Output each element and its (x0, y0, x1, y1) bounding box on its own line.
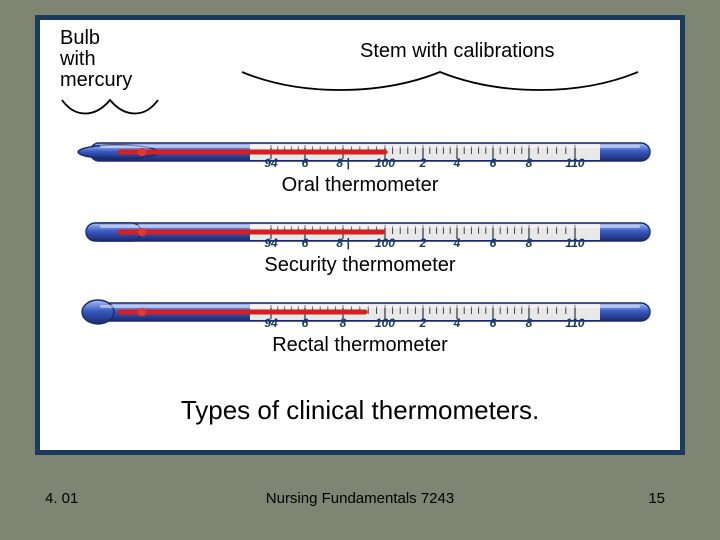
slide-inner: Bulbwithmercury Stem with calibrations O… (40, 20, 680, 450)
scale-tick-label: 100 (375, 156, 395, 170)
scale-tick-label: 8 (526, 156, 533, 170)
scale-tick-label: 8 (526, 236, 533, 250)
security-label-text: Security thermometer (264, 254, 455, 276)
thermo-oral-row: Oral thermometer 9468 |1002468110 (55, 130, 665, 177)
bulb-label-text: Bulbwithmercury (60, 27, 132, 91)
caption: Types of clinical thermometers. (40, 395, 680, 426)
scale-tick-label: 2 (420, 316, 427, 330)
rectal-label-text: Rectal thermometer (272, 334, 448, 356)
oral-label: Oral thermometer (55, 174, 665, 197)
scale-tick-label: 100 (375, 316, 395, 330)
bulb-label: Bulbwithmercury (60, 28, 132, 91)
scale-tick-label: 4 (454, 156, 461, 170)
caption-text: Types of clinical thermometers. (181, 395, 539, 425)
slide-panel: Bulbwithmercury Stem with calibrations O… (35, 15, 685, 455)
scale-tick-label: 2 (420, 156, 427, 170)
scale-security: 94 6 8 | 100 2 4 6 8 110 (55, 236, 665, 252)
scale-tick-label: 6 (302, 156, 309, 170)
footer-right: 15 (648, 490, 665, 507)
footer-center: Nursing Fundamentals 7243 (0, 490, 720, 507)
scale-tick-label: 8 (526, 316, 533, 330)
scale-tick-label: 8 | (336, 236, 349, 250)
thermo-rectal-row: Rectal thermometer 94681002468110 (55, 290, 665, 337)
scale-tick-label: 6 (302, 316, 309, 330)
scale-tick-label: 6 (490, 236, 497, 250)
scale-tick-label: 4 (454, 316, 461, 330)
scale-tick-label: 110 (565, 236, 584, 250)
scale-tick-label: 6 (490, 316, 497, 330)
stem-label: Stem with calibrations (360, 40, 555, 63)
security-label: Security thermometer (55, 254, 665, 277)
stem-label-text: Stem with calibrations (360, 40, 555, 62)
scale-tick-label: 94 (264, 316, 277, 330)
scale-tick-label: 94 (264, 236, 277, 250)
scale-tick-label: 110 (565, 316, 584, 330)
scale-tick-label: 100 (375, 236, 395, 250)
scale-oral: 94 6 8 | 100 2 4 6 8 110 (55, 156, 665, 172)
footer-center-text: Nursing Fundamentals 7243 (266, 490, 454, 507)
footer-right-text: 15 (648, 490, 665, 507)
scale-tick-label: 2 (420, 236, 427, 250)
scale-tick-label: 4 (454, 236, 461, 250)
scale-tick-label: 8 | (336, 156, 349, 170)
brace-left (60, 98, 160, 122)
thermo-security-row: Security thermometer 9468 |1002468110 (55, 210, 665, 257)
scale-tick-label: 110 (565, 156, 584, 170)
scale-tick-label: 94 (264, 156, 277, 170)
rectal-label: Rectal thermometer (55, 334, 665, 357)
brace-right (240, 70, 640, 100)
oral-label-text: Oral thermometer (282, 174, 439, 196)
footer: 4. 01 Nursing Fundamentals 7243 15 (0, 490, 720, 530)
scale-tick-label: 8 (340, 316, 347, 330)
scale-tick-label: 6 (302, 236, 309, 250)
scale-tick-label: 6 (490, 156, 497, 170)
scale-rectal: 94 6 8 100 2 4 6 8 110 (55, 316, 665, 332)
